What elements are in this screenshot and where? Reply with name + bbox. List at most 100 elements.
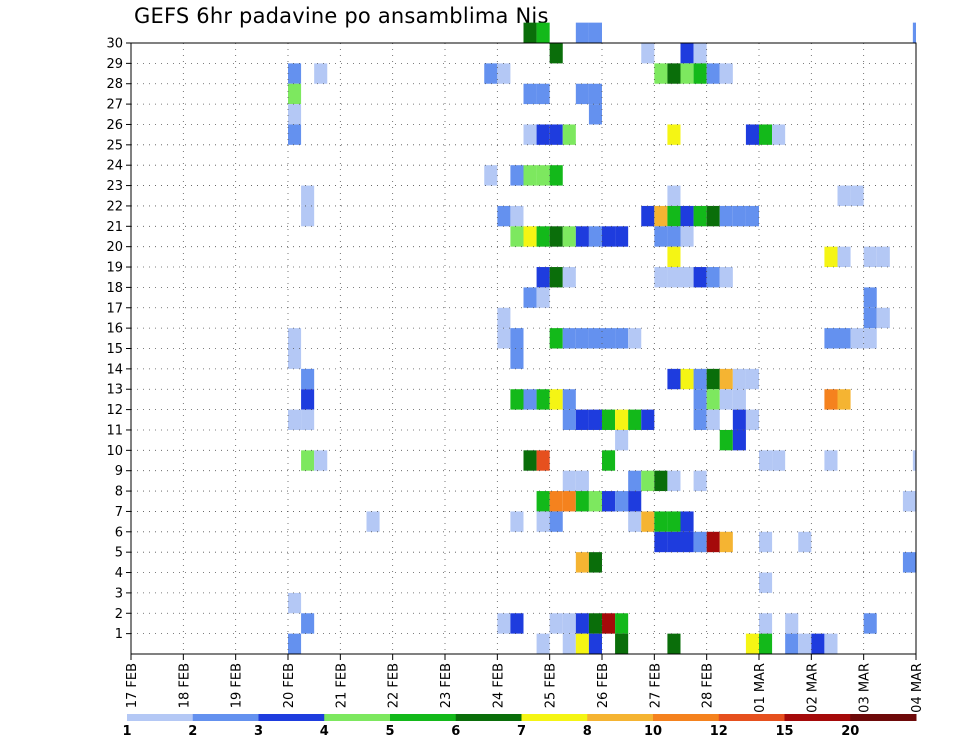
data-cell <box>615 226 629 247</box>
data-cell <box>824 389 838 410</box>
colorbar-swatch <box>455 714 522 721</box>
data-cell <box>863 613 877 634</box>
y-tick-label: 6 <box>115 525 123 540</box>
data-cell <box>588 552 602 573</box>
data-cell <box>588 409 602 430</box>
data-cell <box>745 409 759 430</box>
x-tick-label: 27 FEB <box>648 663 663 708</box>
colorbar-label: 8 <box>583 724 592 739</box>
data-cell <box>615 491 629 512</box>
y-tick-label: 29 <box>106 57 123 72</box>
colorbar-swatch <box>653 714 720 721</box>
data-cell <box>575 22 589 43</box>
colorbar-swatch <box>192 714 259 721</box>
data-cell <box>863 307 877 329</box>
data-cell <box>588 633 602 654</box>
y-tick-label: 4 <box>115 566 123 581</box>
y-tick-label: 12 <box>106 403 123 418</box>
data-cell <box>602 613 616 634</box>
data-cell <box>615 409 629 430</box>
data-cell <box>497 307 511 329</box>
colorbar-swatch <box>390 714 457 721</box>
data-cell <box>667 368 681 390</box>
x-tick-label: 04 MAR <box>910 663 925 713</box>
data-cell <box>510 613 524 634</box>
data-cell <box>562 491 576 512</box>
x-tick-label: 01 MAR <box>753 663 768 713</box>
data-cell <box>706 409 720 430</box>
y-tick-label: 23 <box>106 179 123 194</box>
data-cell <box>562 124 576 145</box>
data-cell <box>824 246 838 268</box>
x-tick-label: 23 FEB <box>439 663 454 708</box>
data-cell <box>745 633 759 654</box>
data-cell <box>706 267 720 288</box>
data-cell <box>706 205 720 227</box>
data-cell <box>314 63 328 84</box>
data-cell <box>837 246 851 268</box>
x-tick-label: 25 FEB <box>544 663 559 708</box>
data-cell <box>314 450 328 471</box>
data-cell <box>523 226 537 247</box>
data-cell <box>680 63 694 84</box>
data-cell <box>693 43 707 64</box>
data-cell <box>732 409 746 430</box>
data-cell <box>772 124 786 145</box>
data-cell <box>719 63 733 84</box>
data-cell <box>497 205 511 227</box>
data-cell <box>693 267 707 288</box>
y-tick-label: 27 <box>106 98 123 113</box>
data-cell <box>536 511 550 532</box>
colorbar-swatch <box>521 714 588 721</box>
data-cell <box>667 226 681 247</box>
data-cell <box>523 450 537 471</box>
data-cell <box>902 552 916 573</box>
data-cell <box>602 409 616 430</box>
data-cell <box>628 491 642 512</box>
data-cell <box>536 165 550 186</box>
data-cell <box>759 613 773 634</box>
data-cell <box>628 470 642 492</box>
data-cell <box>615 429 629 451</box>
data-cell <box>912 491 916 512</box>
data-cell <box>615 633 629 654</box>
data-cell <box>706 389 720 410</box>
data-cell <box>850 185 864 206</box>
colorbar-label: 15 <box>775 724 793 739</box>
data-cell <box>288 63 302 84</box>
data-cell <box>654 63 668 84</box>
data-cell <box>562 470 576 492</box>
y-tick-label: 22 <box>106 199 123 214</box>
data-cell <box>912 22 916 43</box>
data-cell <box>575 409 589 430</box>
data-cell <box>680 531 694 553</box>
data-cell <box>732 389 746 410</box>
data-cell <box>680 511 694 532</box>
x-tick-label: 24 FEB <box>491 663 506 708</box>
data-cell <box>654 226 668 247</box>
x-tick-label: 17 FEB <box>125 663 140 708</box>
colorbar-label: 7 <box>517 724 526 739</box>
data-cell <box>497 63 511 84</box>
x-axis: 17 FEB 18 FEB 19 FEB 20 FEB 21 FEB 22 FEB 23 F… <box>125 654 925 713</box>
data-cell <box>863 328 877 349</box>
data-cell <box>602 226 616 247</box>
data-cell <box>667 246 681 268</box>
colorbar-swatch <box>324 714 391 721</box>
data-cell <box>798 531 812 553</box>
data-cell <box>288 83 302 105</box>
data-cell <box>641 205 655 227</box>
colorbar-label: 6 <box>451 724 460 739</box>
grid-layer <box>130 42 917 654</box>
data-cell <box>837 389 851 410</box>
data-cell <box>876 307 890 329</box>
data-cell <box>536 226 550 247</box>
data-cell <box>497 328 511 349</box>
data-cell <box>719 429 733 451</box>
x-tick-label: 26 FEB <box>596 663 611 708</box>
data-cell <box>785 613 799 634</box>
data-cell <box>759 450 773 471</box>
data-cell <box>523 83 537 105</box>
data-cell <box>615 328 629 349</box>
data-cell <box>615 613 629 634</box>
